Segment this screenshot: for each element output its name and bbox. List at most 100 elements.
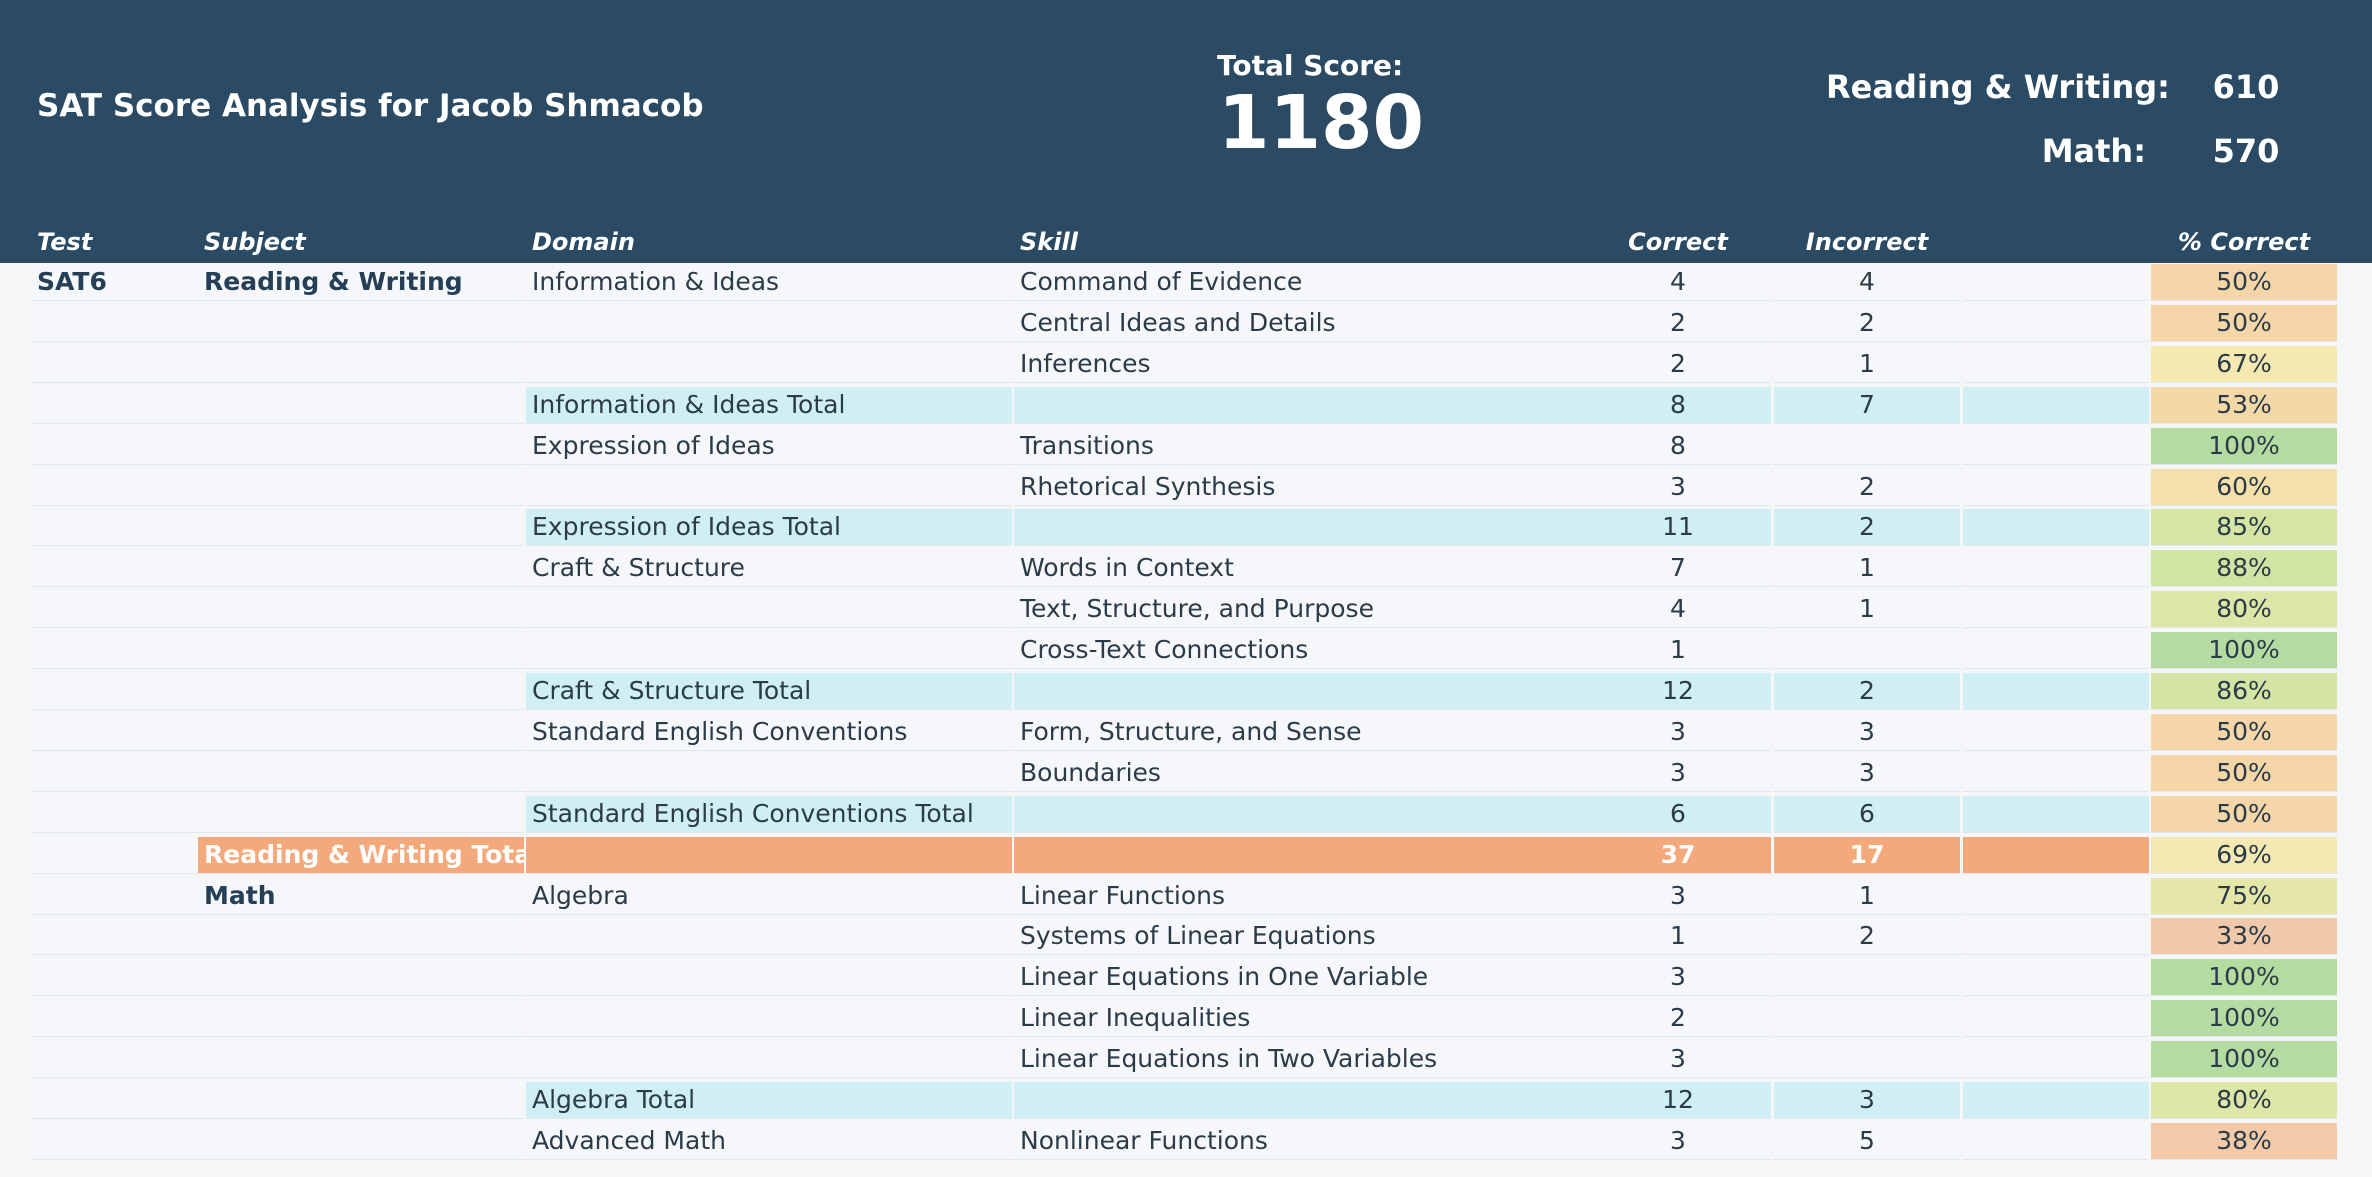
domain-cell bbox=[526, 754, 1012, 792]
correct-count-cell: 4 bbox=[1585, 591, 1771, 629]
subject-cell bbox=[198, 509, 524, 547]
incorrect-count-cell: 1 bbox=[1774, 591, 1960, 629]
percent-correct-cell: 50% bbox=[2151, 264, 2337, 301]
subject-cell: Math bbox=[198, 877, 524, 915]
blank-cell bbox=[1963, 918, 2149, 956]
correct-count-cell: 1 bbox=[1585, 918, 1771, 956]
subject-cell: Reading & Writing Total bbox=[198, 836, 524, 874]
correct-count-cell: 3 bbox=[1585, 1041, 1771, 1079]
skill-cell: Inferences bbox=[1014, 345, 1585, 383]
percent-correct-cell: 50% bbox=[2151, 713, 2337, 751]
subject-cell bbox=[198, 918, 524, 956]
incorrect-count-cell: 2 bbox=[1774, 918, 1960, 956]
correct-count-cell: 3 bbox=[1585, 877, 1771, 915]
subject-cell bbox=[198, 468, 524, 506]
table-row: Linear Equations in Two Variables 3 100% bbox=[0, 1040, 2372, 1081]
domain-cell: Expression of Ideas bbox=[526, 427, 1012, 465]
incorrect-count-cell: 6 bbox=[1774, 795, 1960, 833]
blank-cell bbox=[1963, 345, 2149, 383]
test-cell bbox=[31, 632, 201, 670]
test-cell bbox=[31, 550, 201, 588]
subject-cell bbox=[198, 1122, 524, 1160]
correct-count-cell: 4 bbox=[1585, 264, 1771, 301]
skill-cell: Linear Inequalities bbox=[1014, 1000, 1585, 1038]
percent-correct-cell: 67% bbox=[2151, 345, 2337, 383]
blank-cell bbox=[1963, 795, 2149, 833]
correct-count-cell: 37 bbox=[1585, 836, 1771, 874]
domain-cell: Information & Ideas bbox=[526, 264, 1012, 301]
skill-cell bbox=[1014, 795, 1585, 833]
total-score-label: Total Score: bbox=[1217, 49, 1404, 82]
blank-cell bbox=[1963, 877, 2149, 915]
blank-cell bbox=[1963, 1082, 2149, 1119]
table-row: Expression of Ideas Total 11 2 85% bbox=[0, 508, 2372, 549]
subject-cell bbox=[198, 345, 524, 383]
domain-cell bbox=[526, 632, 1012, 670]
percent-correct-cell: 100% bbox=[2151, 427, 2337, 465]
domain-cell: Standard English Conventions bbox=[526, 713, 1012, 751]
percent-correct-cell: 75% bbox=[2151, 877, 2337, 915]
test-cell bbox=[31, 754, 201, 792]
table-row: Math Algebra Linear Functions 3 1 75% bbox=[0, 877, 2372, 918]
test-cell bbox=[31, 304, 201, 342]
score-table: SAT6 Reading & Writing Information & Ideas… bbox=[0, 263, 2372, 1177]
subject-cell bbox=[198, 754, 524, 792]
correct-count-cell: 3 bbox=[1585, 713, 1771, 751]
incorrect-count-cell: 3 bbox=[1774, 1082, 1960, 1119]
blank-cell bbox=[1963, 1000, 2149, 1038]
skill-cell: Words in Context bbox=[1014, 550, 1585, 588]
correct-count-cell: 3 bbox=[1585, 959, 1771, 997]
test-cell bbox=[31, 1000, 201, 1038]
column-header-test: Test bbox=[37, 228, 93, 256]
skill-cell: Boundaries bbox=[1014, 754, 1585, 792]
percent-correct-cell: 100% bbox=[2151, 632, 2337, 670]
blank-cell bbox=[1963, 468, 2149, 506]
subject-cell bbox=[198, 591, 524, 629]
test-cell: SAT6 bbox=[31, 264, 201, 301]
subject-cell bbox=[198, 632, 524, 670]
correct-count-cell: 7 bbox=[1585, 550, 1771, 588]
subject-cell bbox=[198, 713, 524, 751]
skill-cell: Text, Structure, and Purpose bbox=[1014, 591, 1585, 629]
percent-correct-cell: 38% bbox=[2151, 1122, 2337, 1160]
correct-count-cell: 8 bbox=[1585, 427, 1771, 465]
percent-correct-cell: 88% bbox=[2151, 550, 2337, 588]
skill-cell: Transitions bbox=[1014, 427, 1585, 465]
column-header-domain: Domain bbox=[532, 228, 635, 256]
test-cell bbox=[31, 1041, 201, 1079]
blank-cell bbox=[1963, 509, 2149, 547]
incorrect-count-cell: 5 bbox=[1774, 1122, 1960, 1160]
percent-correct-cell: 80% bbox=[2151, 591, 2337, 629]
incorrect-count-cell: 2 bbox=[1774, 468, 1960, 506]
incorrect-count-cell: 3 bbox=[1774, 754, 1960, 792]
incorrect-count-cell: 1 bbox=[1774, 550, 1960, 588]
blank-cell bbox=[1963, 591, 2149, 629]
test-cell bbox=[31, 673, 201, 710]
domain-cell bbox=[526, 836, 1012, 874]
domain-cell: Algebra Total bbox=[526, 1082, 1012, 1119]
domain-cell bbox=[526, 1000, 1012, 1038]
skill-cell: Linear Equations in One Variable bbox=[1014, 959, 1585, 997]
percent-correct-cell: 85% bbox=[2151, 509, 2337, 547]
skill-cell: Systems of Linear Equations bbox=[1014, 918, 1585, 956]
table-row: Craft & Structure Total 12 2 86% bbox=[0, 672, 2372, 713]
incorrect-count-cell bbox=[1774, 959, 1960, 997]
table-row: Cross-Text Connections 1 100% bbox=[0, 631, 2372, 672]
blank-cell bbox=[1963, 264, 2149, 301]
blank-cell bbox=[1963, 836, 2149, 874]
test-cell bbox=[31, 918, 201, 956]
domain-cell: Standard English Conventions Total bbox=[526, 795, 1012, 833]
subject-cell: Reading & Writing bbox=[198, 264, 524, 301]
skill-cell: Linear Functions bbox=[1014, 877, 1585, 915]
domain-cell: Information & Ideas Total bbox=[526, 386, 1012, 424]
column-header-correct: Correct bbox=[1628, 228, 1728, 256]
table-row: Algebra Total 12 3 80% bbox=[0, 1081, 2372, 1122]
subject-cell bbox=[198, 673, 524, 710]
blank-cell bbox=[1963, 713, 2149, 751]
domain-cell: Algebra bbox=[526, 877, 1012, 915]
test-cell bbox=[31, 795, 201, 833]
table-row: Reading & Writing Total 37 17 69% bbox=[0, 836, 2372, 877]
correct-count-cell: 8 bbox=[1585, 386, 1771, 424]
blank-cell bbox=[1963, 427, 2149, 465]
skill-cell bbox=[1014, 509, 1585, 547]
